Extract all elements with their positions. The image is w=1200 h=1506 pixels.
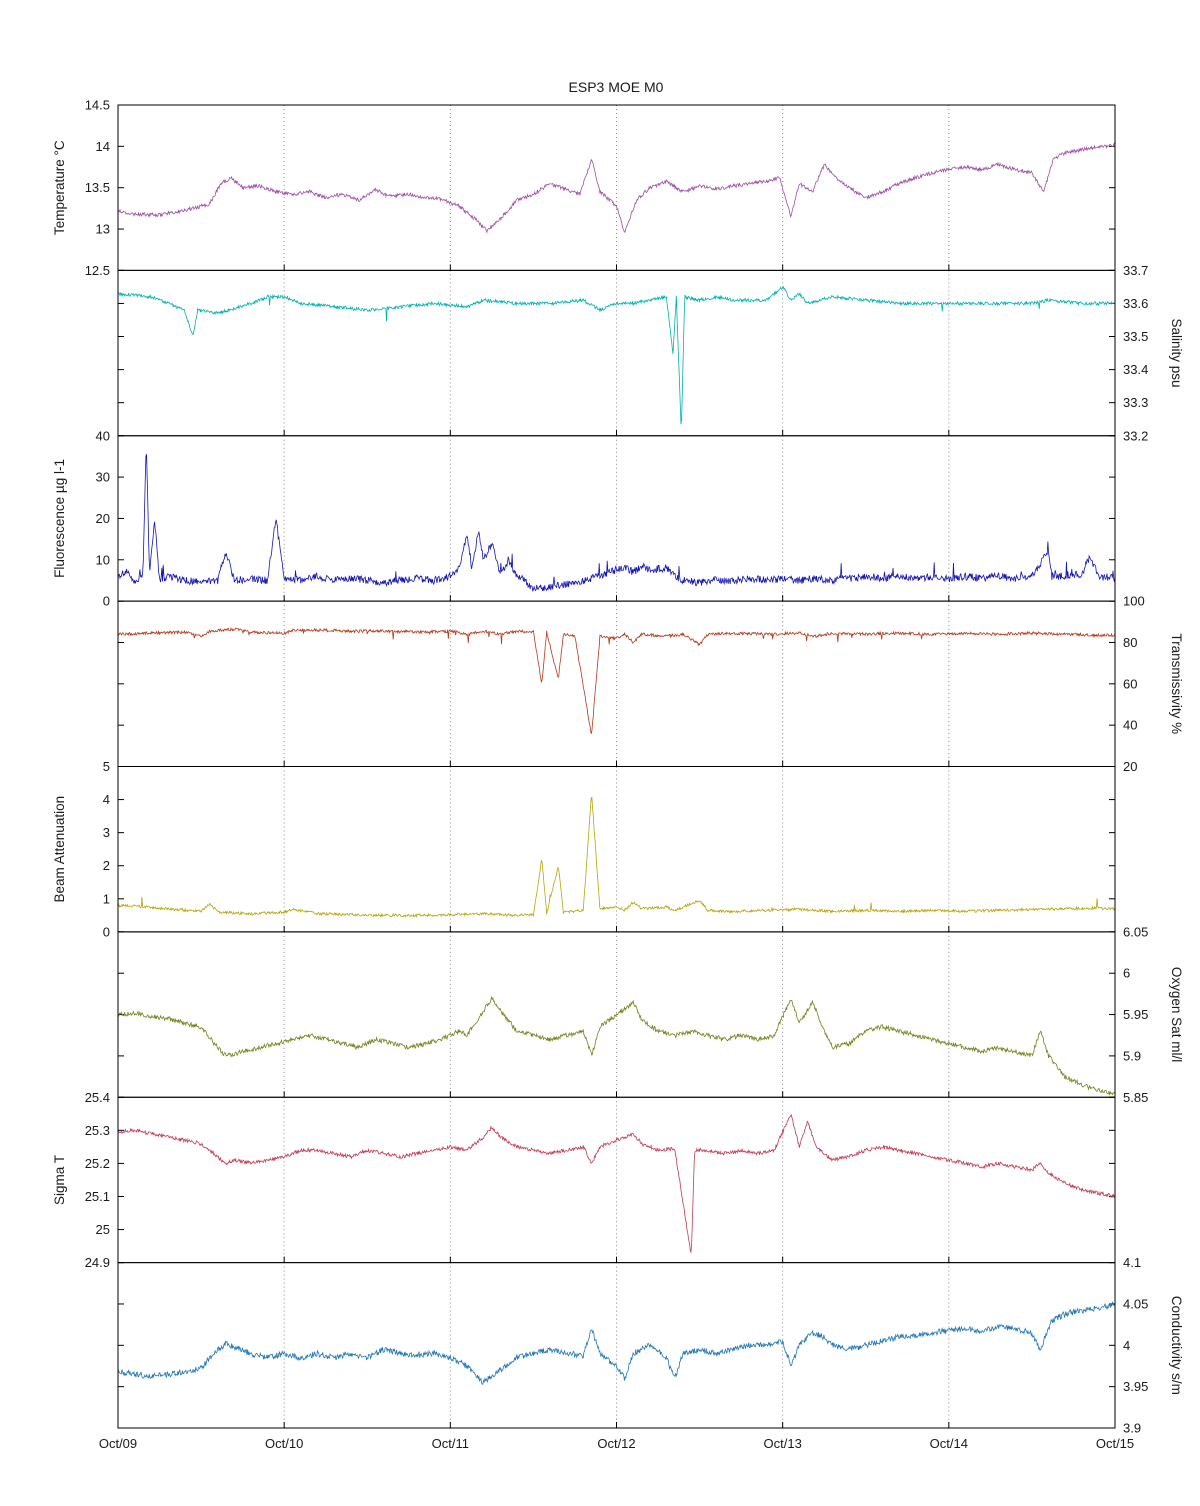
y-tick-label: 6 bbox=[1123, 966, 1130, 981]
x-tick-label: Oct/12 bbox=[597, 1436, 635, 1451]
panel-temperature: 12.5 13 13.5 14 14.5 Temperature °C bbox=[52, 98, 1116, 278]
y-tick-label: 33.3 bbox=[1123, 395, 1148, 410]
x-tick-label: Oct/15 bbox=[1096, 1436, 1134, 1451]
sigma-t-series-line bbox=[117, 1113, 1116, 1254]
y-axis-label-sigma-t: Sigma T bbox=[52, 1155, 67, 1205]
y-tick-label: 80 bbox=[1123, 635, 1137, 650]
y-tick-label: 14.5 bbox=[85, 98, 110, 113]
y-tick-label: 0 bbox=[103, 924, 110, 939]
x-tick-label: Oct/11 bbox=[432, 1436, 469, 1451]
y-tick-label: 25.4 bbox=[85, 1090, 110, 1105]
oxygen-sat-series-line bbox=[117, 995, 1116, 1096]
y-axis-label-fluorescence: Fluorescence µg l-1 bbox=[52, 459, 67, 578]
y-tick-label: 14 bbox=[96, 139, 110, 154]
y-tick-label: 5.95 bbox=[1123, 1007, 1148, 1022]
panel-oxygen-sat: 5.85 5.9 5.95 6 6.05 Oxygen Sat ml/l bbox=[117, 924, 1184, 1105]
y-tick-label: 20 bbox=[1123, 759, 1137, 774]
panel-conductivity: 3.9 3.95 4 4.05 4.1 Conductivity s/m bbox=[117, 1255, 1184, 1436]
y-tick-label: 13 bbox=[96, 222, 110, 237]
y-axis-label-transmissivity: Transmissivity % bbox=[1169, 633, 1184, 734]
conductivity-series-line bbox=[117, 1301, 1116, 1385]
panel-sigma-t: 24.9 25 25.1 25.2 25.3 25.4 Sigma T bbox=[52, 1090, 1116, 1270]
chart-title: ESP3 MOE M0 bbox=[569, 79, 664, 95]
y-tick-label: 3 bbox=[103, 825, 110, 840]
y-tick-label: 33.7 bbox=[1123, 263, 1148, 278]
salinity-series-line bbox=[117, 286, 1116, 425]
fluorescence-series-line bbox=[117, 453, 1116, 592]
panel-fluorescence: 0 10 20 30 40 Fluorescence µg l-1 bbox=[52, 428, 1116, 609]
y-tick-label: 4.05 bbox=[1123, 1296, 1148, 1311]
panel-border bbox=[117, 1262, 1116, 1429]
y-tick-label: 2 bbox=[103, 858, 110, 873]
y-tick-label: 25.3 bbox=[85, 1123, 110, 1138]
panel-beam-attenuation: 0 1 2 3 4 5 Beam Attenuation bbox=[52, 759, 1116, 939]
panel-transmissivity: 20 40 60 80 100 Transmissivity % bbox=[117, 594, 1184, 774]
y-tick-label: 5 bbox=[103, 759, 110, 774]
x-tick-label: Oct/10 bbox=[265, 1436, 303, 1451]
y-axis-label-conductivity: Conductivity s/m bbox=[1169, 1296, 1184, 1395]
y-tick-label: 40 bbox=[96, 428, 110, 443]
y-tick-label: 0 bbox=[103, 594, 110, 609]
y-tick-label: 33.6 bbox=[1123, 296, 1148, 311]
x-tick-label: Oct/09 bbox=[99, 1436, 137, 1451]
y-tick-label: 4 bbox=[1123, 1338, 1130, 1353]
y-tick-label: 6.05 bbox=[1123, 924, 1148, 939]
y-tick-label: 33.2 bbox=[1123, 428, 1148, 443]
y-tick-label: 3.95 bbox=[1123, 1379, 1148, 1394]
y-tick-label: 33.5 bbox=[1123, 329, 1148, 344]
y-tick-label: 40 bbox=[1123, 718, 1137, 733]
y-tick-label: 25 bbox=[96, 1222, 110, 1237]
y-tick-label: 13.5 bbox=[85, 180, 110, 195]
y-tick-label: 4.1 bbox=[1123, 1255, 1141, 1270]
y-tick-label: 5.9 bbox=[1123, 1048, 1141, 1063]
y-tick-label: 100 bbox=[1123, 594, 1145, 609]
y-tick-label: 10 bbox=[96, 552, 110, 567]
y-tick-label: 30 bbox=[96, 470, 110, 485]
y-tick-label: 3.9 bbox=[1123, 1421, 1141, 1436]
x-tick-label: Oct/14 bbox=[930, 1436, 968, 1451]
y-tick-label: 12.5 bbox=[85, 263, 110, 278]
y-tick-label: 33.4 bbox=[1123, 362, 1148, 377]
beam-attenuation-series-line bbox=[117, 797, 1116, 918]
y-tick-label: 20 bbox=[96, 511, 110, 526]
y-axis-label-beam-attenuation: Beam Attenuation bbox=[52, 796, 67, 903]
y-tick-label: 4 bbox=[103, 792, 110, 807]
y-axis-label-salinity: Salinity psu bbox=[1169, 319, 1184, 388]
y-tick-label: 24.9 bbox=[85, 1255, 110, 1270]
y-axis-label-temperature: Temperature °C bbox=[52, 140, 67, 235]
x-tick-label: Oct/13 bbox=[764, 1436, 802, 1451]
y-tick-label: 25.2 bbox=[85, 1156, 110, 1171]
transmissivity-series-line bbox=[117, 627, 1116, 734]
panel-salinity: 33.2 33.3 33.4 33.5 33.6 33.7 Salinity psu bbox=[117, 263, 1184, 443]
temperature-series-line bbox=[117, 142, 1116, 234]
y-tick-label: 5.85 bbox=[1123, 1090, 1148, 1105]
y-tick-label: 1 bbox=[103, 891, 110, 906]
y-axis-label-oxygen-sat: Oxygen Sat ml/l bbox=[1169, 967, 1184, 1062]
y-tick-label: 60 bbox=[1123, 676, 1137, 691]
y-tick-label: 25.1 bbox=[85, 1189, 110, 1204]
